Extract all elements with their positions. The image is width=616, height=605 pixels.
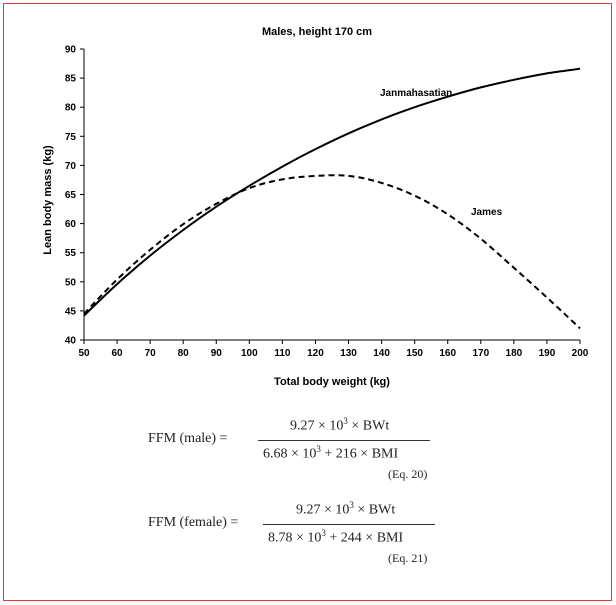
x-tick-label: 150 xyxy=(406,348,423,359)
equation-female-numerator: 9.27 × 103 × BWt xyxy=(296,500,396,518)
equation-ref-20: (Eq. 20) xyxy=(388,467,428,481)
y-tick-label: 50 xyxy=(65,277,77,288)
series-line-janmahasatian xyxy=(83,67,581,317)
series-label-janmahasatian: Janmahasatian xyxy=(380,88,452,99)
x-axis-label: Total body weight (kg) xyxy=(274,376,390,388)
x-tick-label: 50 xyxy=(78,348,90,359)
y-tick-label: 45 xyxy=(65,306,77,317)
chart-title: Males, height 170 cm xyxy=(262,26,372,38)
x-tick-label: 180 xyxy=(506,348,523,359)
y-tick-label: 55 xyxy=(65,248,77,259)
figure-frame xyxy=(3,3,612,601)
equation-ref-21: (Eq. 21) xyxy=(388,551,428,565)
equation-female-lhs: FFM (female) = xyxy=(148,515,239,530)
equation-male-denominator: 6.68 × 103 + 216 × BMI xyxy=(263,444,399,462)
x-tick-label: 70 xyxy=(145,348,157,359)
y-tick-label: 70 xyxy=(65,161,77,172)
equation-male-numerator: 9.27 × 103 × BWt xyxy=(290,416,390,434)
y-tick-label: 75 xyxy=(65,132,77,143)
x-tick-label: 200 xyxy=(572,348,589,359)
equation-male-lhs: FFM (male) = xyxy=(148,431,228,446)
fraction-bar xyxy=(263,524,435,525)
equation-female-denominator: 8.78 × 103 + 244 × BMI xyxy=(268,528,404,546)
y-tick-label: 40 xyxy=(65,336,77,347)
x-tick-label: 60 xyxy=(112,348,124,359)
x-tick-label: 80 xyxy=(178,348,190,359)
y-axis-label: Lean body mass (kg) xyxy=(42,145,54,255)
x-tick-label: 170 xyxy=(472,348,489,359)
y-tick-label: 60 xyxy=(65,219,77,230)
chart: Males, height 170 cm 40 45 50 55 60 65 70 75 80 8… xyxy=(42,26,589,388)
x-tick-label: 130 xyxy=(340,348,357,359)
fraction-bar xyxy=(258,440,430,441)
y-tick-label: 85 xyxy=(65,74,77,85)
x-tick-label: 110 xyxy=(274,348,291,359)
x-tick-label: 140 xyxy=(373,348,390,359)
x-tick-label: 90 xyxy=(211,348,223,359)
y-tick-label: 90 xyxy=(65,45,77,56)
y-tick-label: 65 xyxy=(65,190,77,201)
x-tick-label: 190 xyxy=(539,348,556,359)
series-label-james: James xyxy=(471,207,503,218)
x-tick-label: 100 xyxy=(241,348,258,359)
x-tick-label: 120 xyxy=(307,348,324,359)
y-tick-label: 80 xyxy=(65,103,77,114)
plot-area: 40 45 50 55 60 65 70 75 80 85 90 50 60 70 80 90 100 110 12… xyxy=(65,45,589,360)
series-line-james xyxy=(83,174,581,330)
x-tick-label: 160 xyxy=(439,348,456,359)
